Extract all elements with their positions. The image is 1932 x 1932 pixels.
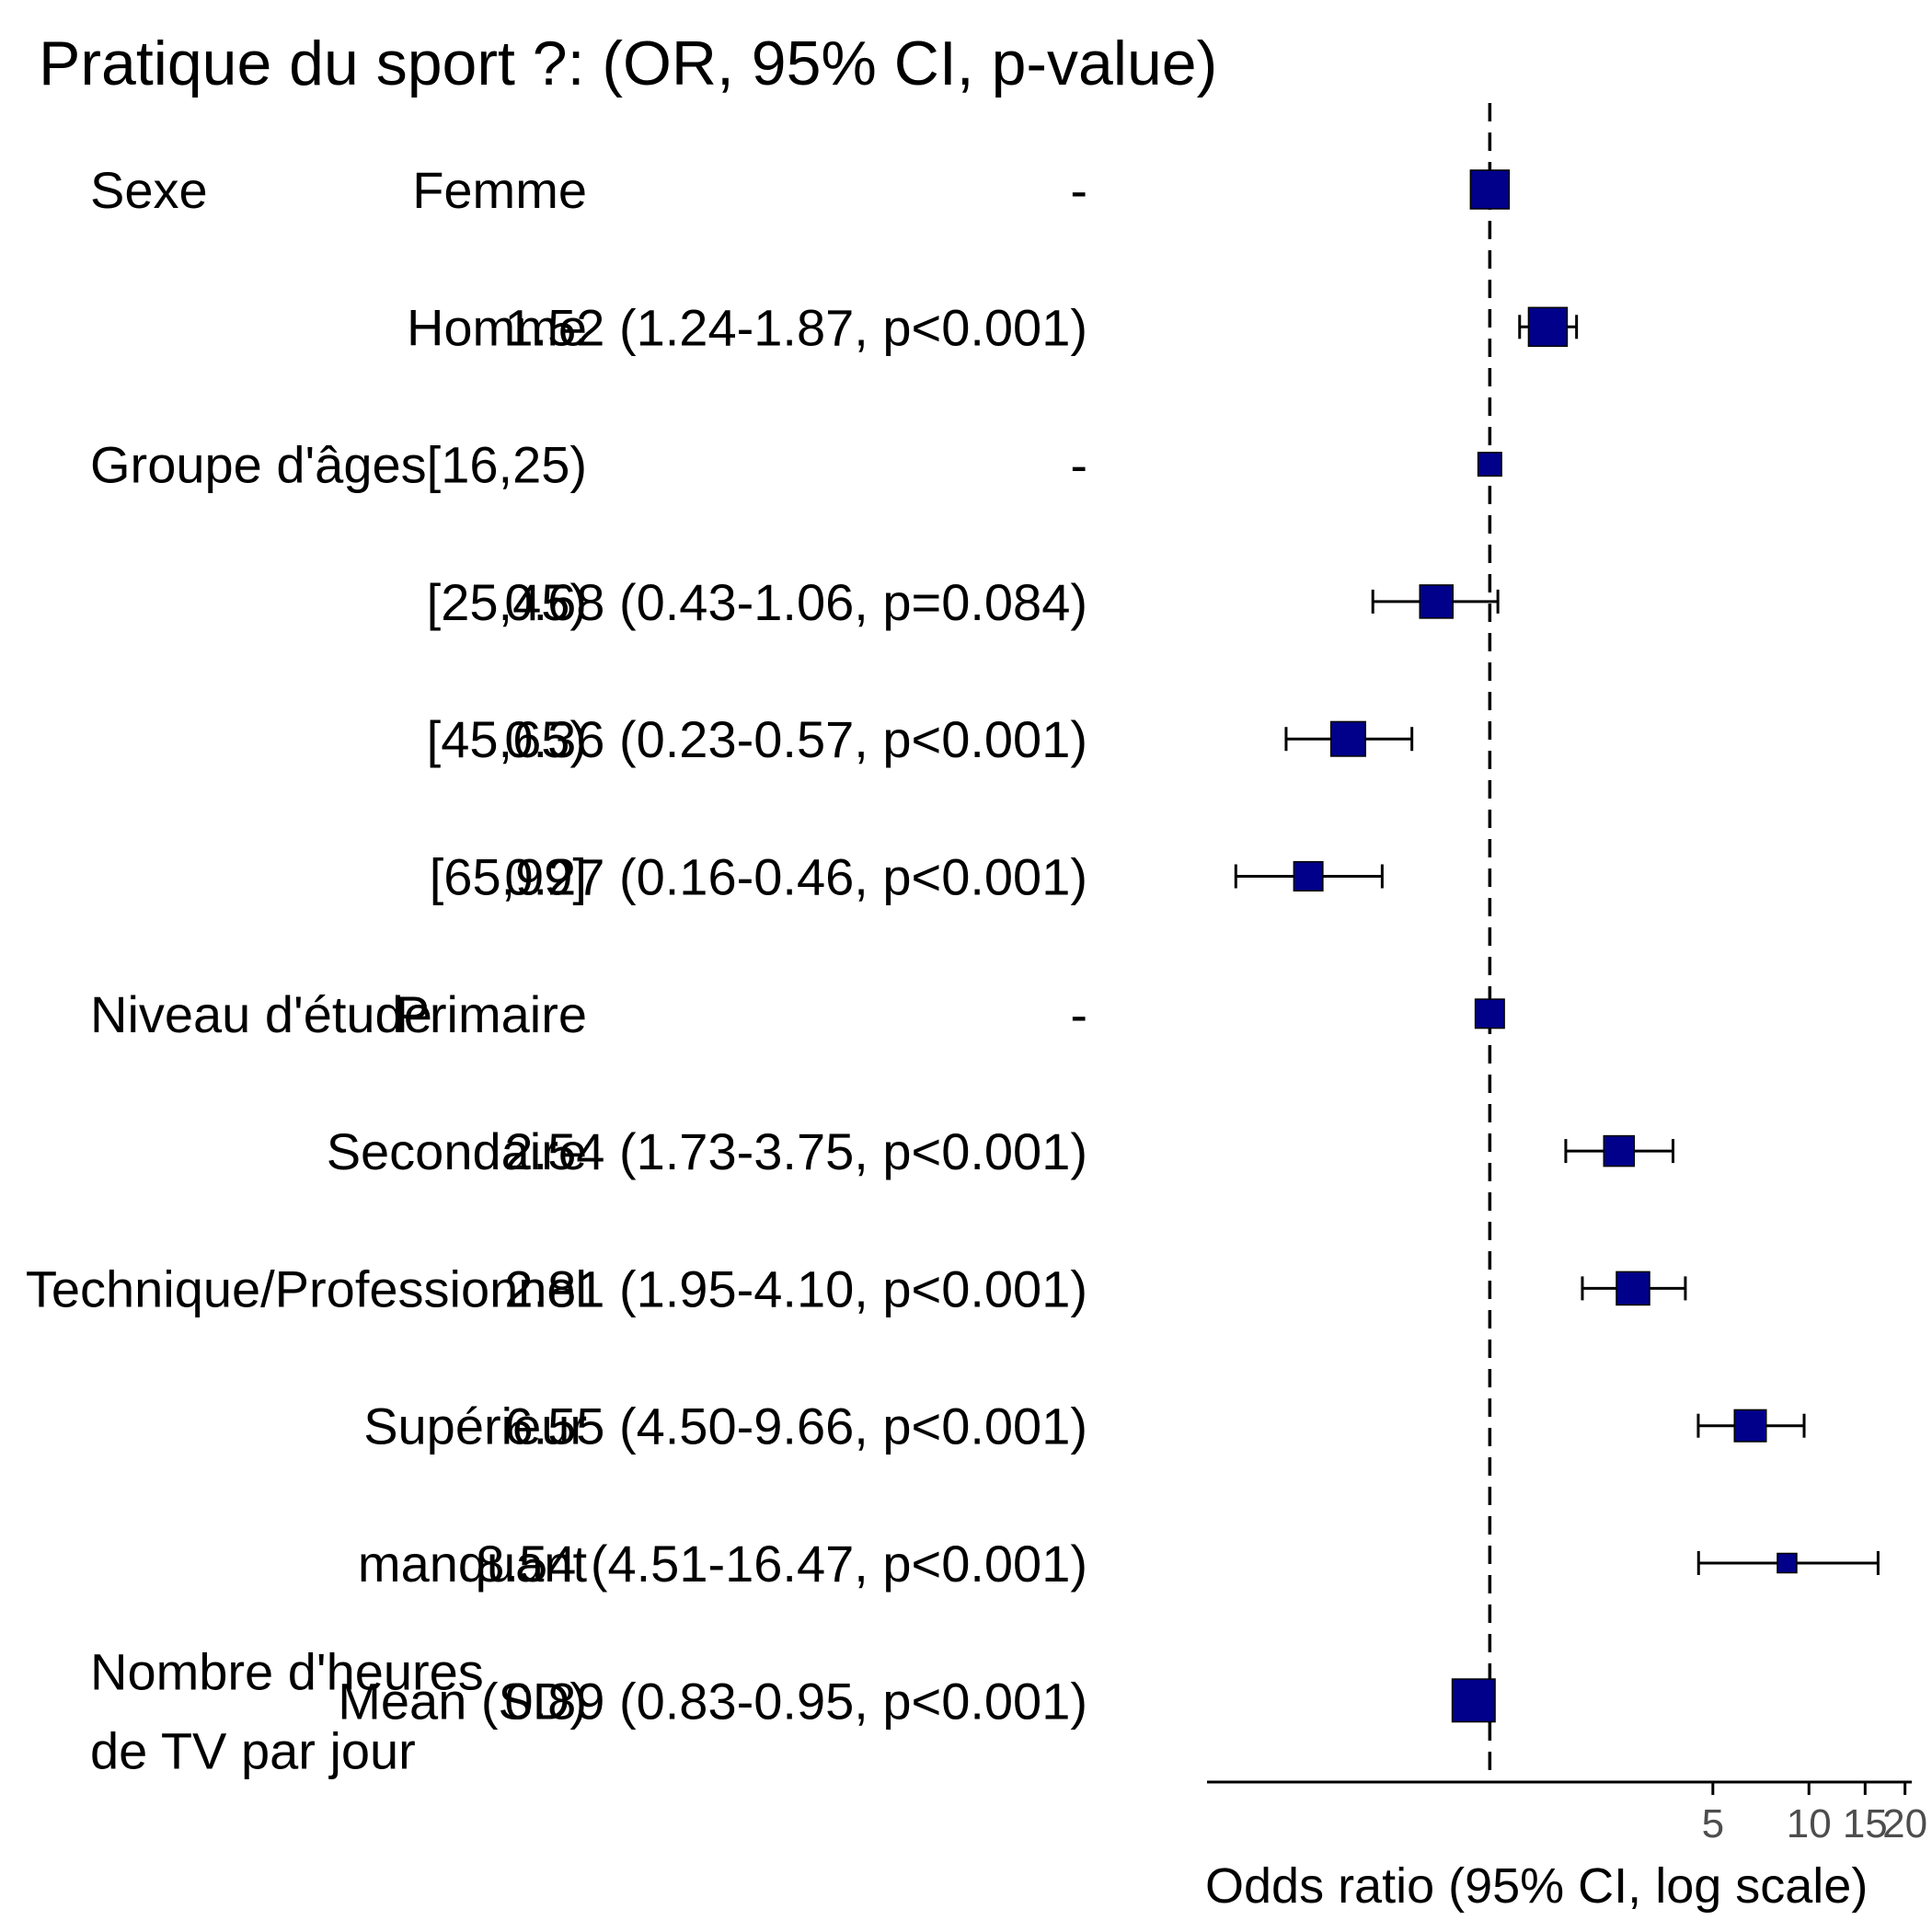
row-level-label: Technique/Professionnel — [26, 1259, 587, 1317]
or-point-box — [1477, 452, 1502, 477]
row-variable-label: Sexe — [90, 161, 208, 219]
row-estimate-label: 0.89 (0.83-0.95, p<0.001) — [504, 1672, 1087, 1730]
plot-area — [1234, 103, 1880, 1782]
or-point-box — [1419, 584, 1455, 619]
row-variable-label: Groupe d'âges — [90, 436, 427, 494]
row-level-label: [65,99] — [430, 848, 587, 906]
chart-title: Pratique du sport ?: (OR, 95% CI, p-valu… — [39, 29, 1217, 98]
or-point-box — [1469, 169, 1511, 210]
row-level-label: Secondaire — [327, 1122, 587, 1180]
row-level-label: manquant — [358, 1535, 588, 1593]
x-tick-label: 20 — [1882, 1801, 1927, 1846]
row-estimate-label: 8.54 (4.51-16.47, p<0.001) — [476, 1535, 1087, 1593]
row-variable-label: Niveau d'étude — [90, 985, 432, 1043]
or-point-box — [1329, 720, 1366, 757]
row-estimate-label: 6.55 (4.50-9.66, p<0.001) — [504, 1397, 1087, 1455]
row-level-label: Femme — [412, 161, 587, 219]
or-point-box — [1733, 1409, 1767, 1443]
row-estimate-label: 0.27 (0.16-0.46, p<0.001) — [504, 848, 1087, 906]
row-estimate-label: 0.68 (0.43-1.06, p=0.084) — [504, 573, 1087, 631]
or-point-box — [1777, 1552, 1798, 1574]
row-level-label: [16,25) — [427, 436, 587, 494]
row-level-label: [45,65) — [427, 710, 587, 768]
row-estimate-label: 0.36 (0.23-0.57, p<0.001) — [504, 710, 1087, 768]
or-point-box — [1603, 1134, 1636, 1167]
row-level-label: [25,45) — [427, 573, 587, 631]
x-tick-label: 15 — [1843, 1801, 1888, 1846]
row-level-label: Homme — [407, 298, 587, 356]
row-estimate-label: 2.81 (1.95-4.10, p<0.001) — [504, 1259, 1087, 1317]
row-level-label: Mean (SD) — [338, 1672, 587, 1730]
row-estimate-label: - — [1070, 161, 1087, 219]
or-point-box — [1474, 998, 1505, 1029]
row-level-label: Primaire — [396, 985, 587, 1043]
row-variable-label: Nombre d'heures de TV par jour — [90, 1642, 484, 1779]
row-level-label: Supérieur — [363, 1397, 587, 1455]
row-estimate-label: 1.52 (1.24-1.87, p<0.001) — [504, 298, 1087, 356]
row-estimate-label: 2.54 (1.73-3.75, p<0.001) — [504, 1122, 1087, 1180]
x-tick-label: 10 — [1787, 1801, 1832, 1846]
row-estimate-label: - — [1070, 985, 1087, 1043]
or-point-box — [1451, 1678, 1496, 1723]
or-point-box — [1616, 1271, 1650, 1306]
x-axis-label: Odds ratio (95% CI, log scale) — [1205, 1858, 1868, 1914]
or-point-box — [1527, 306, 1569, 348]
row-estimate-label: - — [1070, 436, 1087, 494]
or-point-box — [1293, 861, 1324, 891]
x-tick-label: 5 — [1702, 1801, 1724, 1846]
